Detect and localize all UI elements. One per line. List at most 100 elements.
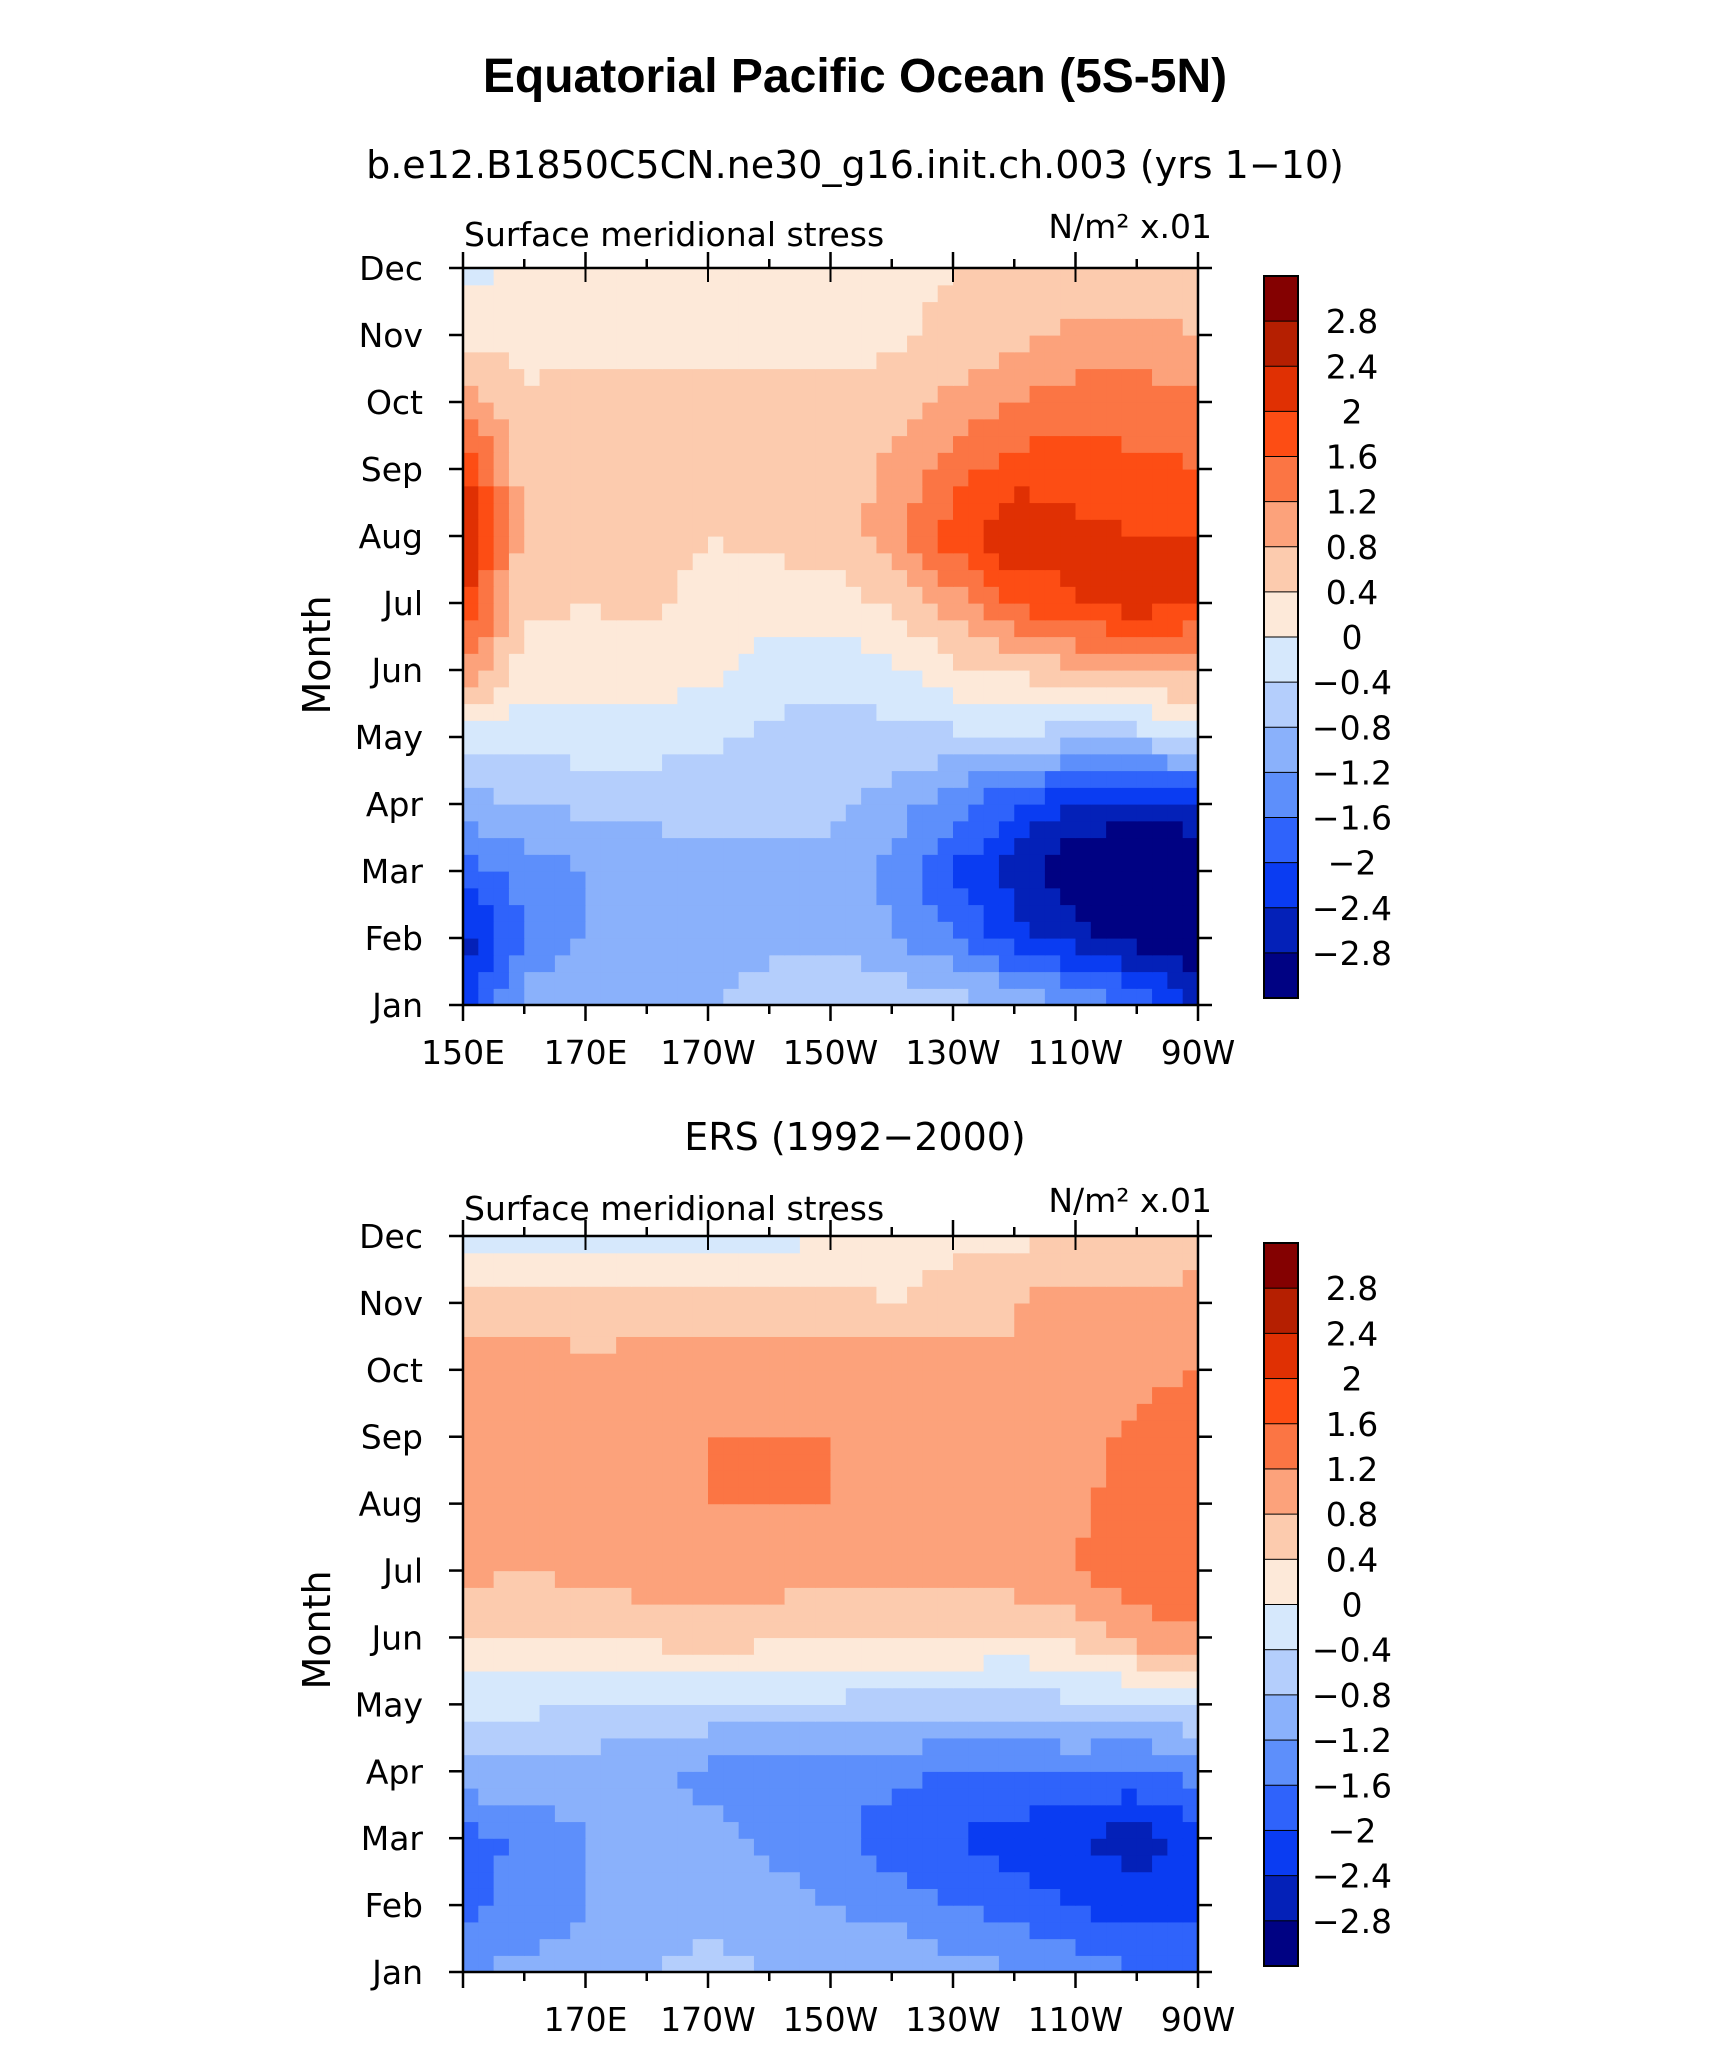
- contour-cell: [570, 1721, 587, 1739]
- contour-cell: [1090, 1938, 1107, 1956]
- contour-cell: [463, 653, 479, 671]
- contour-cell: [585, 1754, 602, 1772]
- contour-cell: [1075, 1369, 1092, 1388]
- contour-cell: [1090, 1336, 1107, 1354]
- contour-cell: [692, 1888, 709, 1906]
- contour-cell: [508, 904, 525, 922]
- contour-cell: [799, 351, 816, 370]
- contour-cell: [1075, 1470, 1092, 1488]
- contour-cell: [600, 402, 617, 420]
- contour-cell: [1106, 603, 1123, 621]
- contour-cell: [1014, 1236, 1031, 1254]
- contour-cell: [1044, 335, 1061, 353]
- contour-cell: [692, 1721, 709, 1739]
- contour-cell: [1106, 619, 1123, 638]
- contour-cell: [585, 268, 602, 286]
- contour-cell: [508, 1921, 525, 1940]
- contour-cell: [662, 452, 678, 470]
- contour-cell: [799, 1754, 816, 1772]
- contour-cell: [616, 954, 633, 973]
- contour-cell: [753, 1670, 770, 1689]
- contour-cell: [738, 1905, 755, 1923]
- contour-cell: [631, 1737, 648, 1756]
- contour-cell: [1121, 1854, 1138, 1873]
- contour-cell: [539, 1938, 556, 1956]
- contour-cell: [998, 552, 1015, 571]
- contour-cell: [692, 1420, 709, 1438]
- contour-cell: [799, 335, 816, 353]
- contour-cell: [861, 753, 878, 772]
- contour-cell: [539, 1486, 556, 1505]
- contour-cell: [1152, 1269, 1168, 1287]
- contour-cell: [646, 368, 663, 386]
- contour-cell: [508, 1804, 525, 1823]
- contour-cell: [662, 619, 678, 638]
- contour-cell: [1060, 1921, 1077, 1940]
- contour-cell: [769, 1470, 786, 1488]
- contour-cell: [631, 318, 648, 336]
- contour-cell: [1106, 1654, 1123, 1672]
- contour-cell: [600, 469, 617, 487]
- contour-cell: [1044, 301, 1061, 319]
- contour-cell: [861, 318, 878, 336]
- contour-cell: [769, 1687, 786, 1705]
- contour-cell: [723, 938, 740, 956]
- contour-cell: [708, 1854, 724, 1873]
- contour-cell: [646, 1520, 663, 1538]
- contour-cell: [1167, 519, 1184, 537]
- contour-cell: [554, 787, 571, 805]
- contour-cell: [1044, 1854, 1061, 1873]
- contour-cell: [799, 1637, 816, 1655]
- contour-cell: [677, 519, 694, 537]
- contour-cell: [998, 1905, 1015, 1923]
- contour-cell: [784, 1704, 801, 1722]
- contour-cell: [1075, 552, 1092, 571]
- contour-cell: [907, 1302, 923, 1321]
- contour-cell: [738, 1453, 755, 1471]
- contour-cell: [907, 770, 923, 788]
- contour-cell: [631, 1721, 648, 1739]
- contour-cell: [708, 435, 724, 453]
- contour-cell: [738, 1570, 755, 1588]
- contour-cell: [983, 1336, 1000, 1354]
- contour-cell: [937, 971, 954, 989]
- contour-cell: [570, 1771, 587, 1789]
- contour-cell: [1152, 1620, 1168, 1639]
- contour-cell: [998, 904, 1015, 922]
- contour-cell: [1029, 1771, 1046, 1789]
- contour-cell: [983, 351, 1000, 370]
- contour-cell: [1136, 1503, 1153, 1521]
- contour-cell: [524, 1486, 541, 1505]
- contour-cell: [769, 1838, 786, 1856]
- contour-cell: [493, 1838, 510, 1856]
- contour-cell: [738, 268, 755, 286]
- contour-cell: [799, 1386, 816, 1404]
- contour-cell: [1075, 1386, 1092, 1404]
- contour-cell: [998, 1537, 1015, 1555]
- contour-cell: [1136, 854, 1153, 872]
- contour-cell: [616, 1637, 633, 1655]
- contour-cell: [478, 536, 495, 554]
- contour-cell: [1106, 703, 1123, 721]
- contour-cell: [1167, 1269, 1184, 1287]
- contour-cell: [830, 536, 847, 554]
- contour-cell: [753, 1955, 770, 1973]
- contour-cell: [493, 452, 510, 470]
- contour-cell: [677, 1537, 694, 1555]
- contour-cell: [616, 938, 633, 956]
- contour-cell: [1167, 1436, 1184, 1455]
- contour-cell: [508, 1252, 525, 1271]
- contour-cell: [1182, 1670, 1199, 1689]
- contour-cell: [585, 569, 602, 587]
- contour-cell: [784, 1737, 801, 1756]
- contour-cell: [845, 636, 862, 654]
- contour-cell: [1182, 1386, 1199, 1404]
- contour-cell: [1014, 1838, 1031, 1856]
- contour-cell: [1167, 921, 1184, 939]
- contour-cell: [907, 301, 923, 319]
- contour-cell: [478, 1687, 495, 1705]
- contour-cell: [907, 938, 923, 956]
- contour-cell: [463, 1704, 479, 1722]
- contour-cell: [662, 787, 678, 805]
- contour-cell: [1044, 871, 1061, 889]
